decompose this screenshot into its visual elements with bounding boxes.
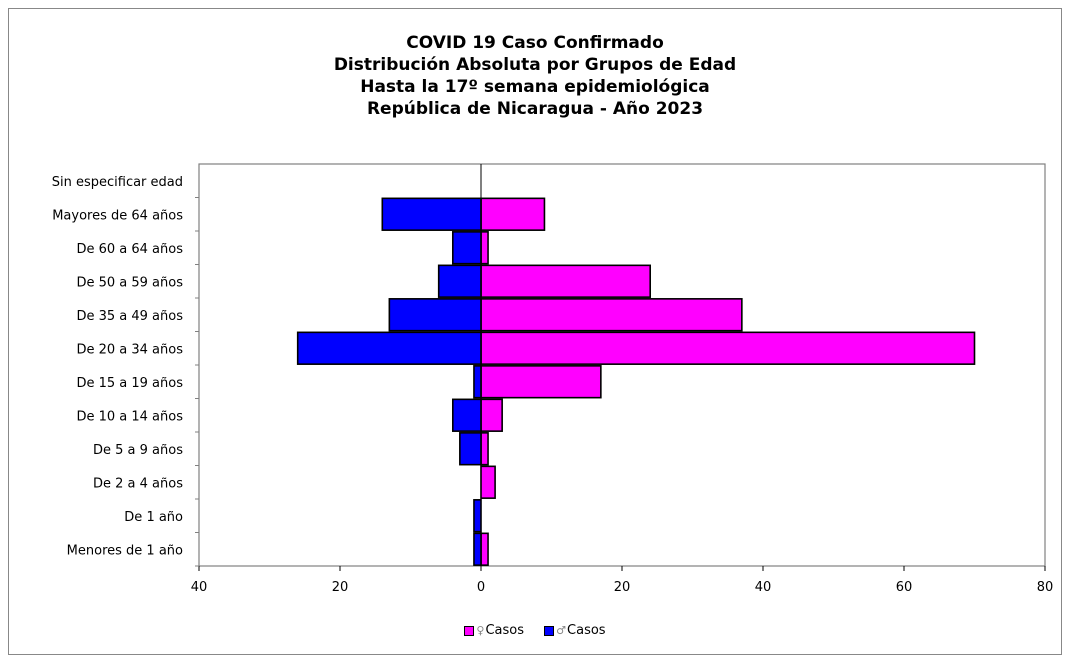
chart-title-line-2: Distribución Absoluta por Grupos de Edad [333, 55, 737, 75]
x-tick-label: 20 [614, 580, 631, 595]
male-bar [296, 331, 482, 365]
female-bar [480, 398, 503, 432]
category-label: Mayores de 64 años [52, 208, 183, 223]
category-label: De 2 a 4 años [93, 476, 183, 491]
male-bar [473, 532, 482, 566]
chart-title: COVID 19 Caso Confirmado Distribución Ab… [0, 32, 1070, 120]
x-tick-label: 20 [332, 580, 349, 595]
legend-item-male: ♂Casos [544, 623, 606, 638]
female-bar [480, 197, 546, 231]
chart-legend: ♀Casos ♂Casos [0, 623, 1070, 638]
category-label: Menores de 1 año [67, 543, 183, 558]
category-label: De 60 a 64 años [76, 242, 183, 257]
male-bar [381, 197, 482, 231]
female-bar [480, 432, 489, 466]
category-label: De 5 a 9 años [93, 443, 183, 458]
female-bar [480, 465, 496, 499]
male-bar [388, 298, 482, 332]
x-tick-label: 0 [477, 580, 485, 595]
male-symbol-icon: ♂ [556, 624, 567, 637]
plot-area [198, 163, 1046, 567]
legend-label-male: Casos [567, 623, 606, 638]
female-bar [480, 532, 489, 566]
x-tick-label: 40 [755, 580, 772, 595]
female-bar [480, 231, 489, 265]
category-label: De 50 a 59 años [76, 275, 183, 290]
male-bar [459, 432, 482, 466]
category-label: De 15 a 19 años [76, 376, 183, 391]
category-label: De 20 a 34 años [76, 342, 183, 357]
female-bar [480, 298, 743, 332]
legend-label-female: Casos [485, 623, 525, 638]
bars-group [296, 197, 976, 566]
x-tick-label: 80 [1037, 580, 1054, 595]
male-bar [437, 264, 482, 298]
legend-item-female: ♀Casos [464, 623, 524, 638]
male-bar [473, 365, 482, 399]
legend-swatch-male [544, 625, 555, 636]
male-bar [451, 231, 482, 265]
chart-title-line-1: COVID 19 Caso Confirmado [406, 33, 664, 53]
plot-border [198, 163, 1046, 567]
axis-group: 40 20 0 20 40 60 80 [191, 164, 1054, 595]
category-label: De 35 a 49 años [76, 309, 183, 324]
category-label: De 1 año [124, 510, 183, 525]
category-labels-group: Menores de 1 año De 1 año De 2 a 4 años De … [52, 175, 183, 559]
male-bar [451, 398, 482, 432]
x-tick-label: 40 [191, 580, 208, 595]
female-bar [480, 264, 651, 298]
chart-title-line-4: República de Nicaragua - Año 2023 [366, 99, 704, 119]
legend-swatch-female [464, 625, 475, 636]
category-label: Sin especificar edad [52, 175, 183, 190]
male-bar [473, 499, 482, 533]
x-tick-label: 60 [896, 580, 913, 595]
category-label: De 10 a 14 años [76, 409, 183, 424]
female-symbol-icon: ♀ [476, 624, 485, 637]
chart-title-line-3: Hasta la 17º semana epidemiológica [360, 77, 710, 97]
female-bar [480, 331, 976, 365]
female-bar [480, 365, 602, 399]
